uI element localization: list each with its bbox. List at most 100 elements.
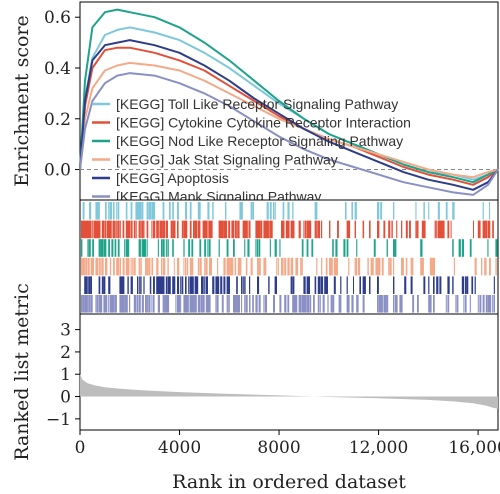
barcode-hit	[84, 257, 86, 276]
barcode-hit	[97, 257, 99, 276]
barcode-hit	[249, 295, 251, 313]
barcode-hit	[292, 295, 295, 313]
barcode-hit	[489, 220, 491, 239]
barcode-hit	[335, 239, 338, 257]
barcode-hit	[98, 202, 100, 220]
barcode-hit	[234, 295, 237, 313]
barcode-hit	[401, 257, 404, 276]
barcode-hit	[162, 220, 165, 239]
barcode-hit	[381, 295, 383, 313]
barcode-hit	[252, 295, 254, 313]
barcode-hit	[98, 220, 101, 239]
ranked-y-ticks: 321 0−1	[46, 321, 80, 430]
barcode-hit	[437, 202, 440, 220]
barcode-hit	[233, 220, 234, 239]
barcode-hit	[167, 257, 169, 276]
barcode-hit	[228, 276, 230, 294]
barcode-hit	[305, 295, 307, 313]
barcode-hit	[189, 257, 192, 276]
barcode-hit	[138, 295, 141, 313]
barcode-hit	[178, 295, 181, 313]
barcode-hit	[209, 295, 211, 313]
barcode-hit	[423, 220, 426, 239]
barcode-hit	[98, 295, 101, 313]
x-tick-label: 12,000	[349, 438, 408, 458]
barcode-hit	[212, 202, 214, 220]
barcode-hit	[293, 295, 296, 313]
barcode-hit	[194, 276, 197, 294]
barcode-hit	[188, 295, 190, 313]
barcode-hit	[401, 295, 403, 313]
barcode-hit	[172, 239, 174, 257]
barcode-hit	[249, 220, 251, 239]
barcode-hit	[170, 220, 173, 239]
barcode-hit	[125, 239, 128, 257]
barcode-hit	[255, 239, 257, 257]
barcode-hit	[85, 295, 88, 313]
barcode-hit	[309, 220, 312, 239]
barcode-hit	[148, 295, 151, 313]
barcode-hit	[159, 276, 162, 294]
barcode-hit	[215, 295, 217, 313]
barcode-hit	[378, 295, 381, 313]
barcode-hit	[108, 220, 111, 239]
barcode-hit	[205, 295, 209, 313]
es-line-series-5	[79, 72, 499, 196]
barcode-hit	[436, 276, 439, 294]
barcode-hit	[169, 276, 171, 294]
barcode-hit	[327, 295, 329, 313]
barcode-hit	[405, 257, 408, 276]
barcode-hit	[101, 220, 104, 239]
barcode-hit	[436, 220, 438, 239]
barcode-hit	[463, 295, 465, 313]
barcode-hit	[231, 257, 234, 276]
barcode-hit	[308, 295, 310, 313]
barcode-hit	[452, 202, 455, 220]
barcode-hit	[165, 220, 168, 239]
barcode-hit	[119, 295, 122, 313]
barcode-hit	[362, 295, 365, 313]
barcode-hit	[183, 295, 186, 313]
barcode-hit	[205, 276, 208, 294]
barcode-hit	[252, 202, 254, 220]
barcode-hit	[471, 276, 474, 294]
barcode-hit	[90, 220, 92, 239]
barcode-hit	[474, 257, 477, 276]
barcode-hit	[135, 202, 138, 220]
barcode-hit	[87, 257, 90, 276]
barcode-hit	[82, 257, 85, 276]
barcode-hit	[108, 295, 110, 313]
barcode-hit	[441, 220, 443, 239]
barcode-row-3	[81, 257, 497, 276]
barcode-hit	[495, 257, 497, 276]
barcode-hit	[277, 257, 279, 276]
barcode-hit	[105, 202, 107, 220]
barcode-hit	[114, 220, 116, 239]
barcode-hit	[370, 257, 373, 276]
barcode-hit	[145, 257, 147, 276]
es-line-series-4	[79, 39, 499, 191]
barcode-hit	[143, 220, 145, 239]
barcode-hit	[193, 295, 195, 313]
barcode-hit	[399, 295, 402, 313]
barcode-hit	[100, 295, 103, 313]
x-ticks: 0 4000 8000 12,000 16,000	[75, 430, 500, 458]
barcode-hit	[226, 257, 229, 276]
barcode-hit	[119, 276, 122, 294]
barcode-hit	[306, 276, 309, 294]
barcode-hit	[493, 295, 495, 313]
barcode-hit	[303, 276, 306, 294]
barcode-hit	[157, 276, 161, 294]
barcode-hit	[177, 202, 179, 220]
barcode-hit	[271, 220, 273, 239]
barcode-hit	[113, 202, 115, 220]
barcode-hit	[325, 257, 328, 276]
barcode-hit	[249, 276, 251, 294]
barcode-hit	[87, 295, 89, 313]
barcode-hit	[461, 276, 465, 294]
barcode-hit	[133, 295, 136, 313]
barcode-hit	[317, 295, 319, 313]
barcode-hit	[292, 257, 294, 276]
barcode-hit	[469, 295, 471, 313]
barcode-hit	[487, 295, 490, 313]
